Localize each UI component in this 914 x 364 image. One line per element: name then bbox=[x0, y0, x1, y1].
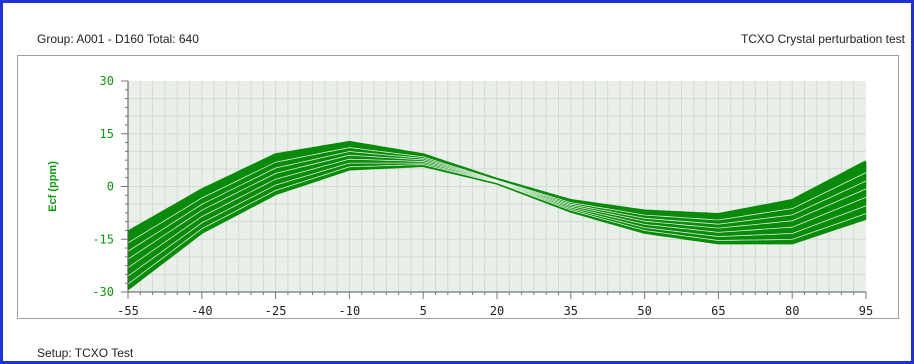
curve-separator bbox=[127, 154, 867, 260]
test-title: TCXO Crystal perturbation test bbox=[740, 32, 905, 46]
y-tick-label: 0 bbox=[107, 180, 114, 194]
x-tick-label: -10 bbox=[339, 304, 361, 318]
x-tick-label: 20 bbox=[490, 304, 504, 318]
x-axis-ticks: -55 -40 -25 -10 5 20 35 50 65 80 95 bbox=[117, 304, 873, 318]
x-tick-label: -40 bbox=[191, 304, 213, 318]
curve-separator bbox=[127, 147, 867, 244]
curve-separator bbox=[127, 162, 867, 277]
axes bbox=[121, 80, 867, 299]
y-tick-label: 30 bbox=[100, 74, 114, 88]
curve-line bbox=[127, 140, 867, 234]
x-tick-label: 5 bbox=[420, 304, 427, 318]
x-tick-label: 50 bbox=[637, 304, 651, 318]
curve-separator bbox=[127, 151, 867, 252]
setup-label: Setup: TCXO Test bbox=[37, 346, 134, 360]
x-tick-label: -25 bbox=[265, 304, 287, 318]
x-tick-label: 80 bbox=[785, 304, 799, 318]
y-tick-label: -30 bbox=[92, 285, 114, 299]
x-tick-label: 35 bbox=[564, 304, 578, 318]
y-tick-label: -15 bbox=[92, 232, 114, 246]
chart-panel: 30 15 0 -15 -30 -55 -40 -25 -10 5 20 35 50 65 80 95 Ec… bbox=[17, 55, 899, 319]
curve-separator bbox=[127, 164, 867, 285]
y-axis-label: Ecf (ppm) bbox=[47, 161, 59, 212]
x-tick-label: -55 bbox=[117, 304, 139, 318]
y-tick-label: 15 bbox=[100, 127, 114, 141]
crystal-perturbation-chart: 30 15 0 -15 -30 -55 -40 -25 -10 5 20 35 50 65 80 95 Ec… bbox=[47, 74, 873, 318]
y-axis-ticks: 30 15 0 -15 -30 bbox=[92, 74, 114, 299]
group-summary: Group: A001 - D160 Total: 640 bbox=[37, 32, 199, 46]
x-tick-label: 65 bbox=[711, 304, 725, 318]
curve-separator bbox=[127, 158, 867, 269]
x-tick-label: 95 bbox=[859, 304, 873, 318]
curve-bundle bbox=[127, 140, 867, 290]
